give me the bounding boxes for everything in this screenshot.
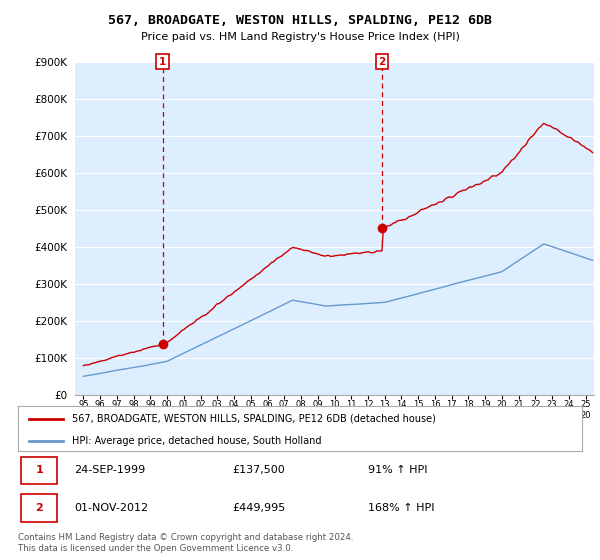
Text: Price paid vs. HM Land Registry's House Price Index (HPI): Price paid vs. HM Land Registry's House … xyxy=(140,32,460,43)
Text: HPI: Average price, detached house, South Holland: HPI: Average price, detached house, Sout… xyxy=(71,436,321,446)
Text: 2: 2 xyxy=(35,503,43,513)
Text: 1: 1 xyxy=(159,57,166,67)
Text: £137,500: £137,500 xyxy=(232,465,285,475)
FancyBboxPatch shape xyxy=(21,494,58,522)
Text: 24-SEP-1999: 24-SEP-1999 xyxy=(74,465,146,475)
Text: £449,995: £449,995 xyxy=(232,503,286,513)
Text: Contains HM Land Registry data © Crown copyright and database right 2024.
This d: Contains HM Land Registry data © Crown c… xyxy=(18,533,353,553)
Text: 168% ↑ HPI: 168% ↑ HPI xyxy=(368,503,434,513)
Text: 01-NOV-2012: 01-NOV-2012 xyxy=(74,503,149,513)
Text: 91% ↑ HPI: 91% ↑ HPI xyxy=(368,465,427,475)
Text: 567, BROADGATE, WESTON HILLS, SPALDING, PE12 6DB: 567, BROADGATE, WESTON HILLS, SPALDING, … xyxy=(108,14,492,27)
Text: 2: 2 xyxy=(379,57,386,67)
Text: 1: 1 xyxy=(35,465,43,475)
Text: 567, BROADGATE, WESTON HILLS, SPALDING, PE12 6DB (detached house): 567, BROADGATE, WESTON HILLS, SPALDING, … xyxy=(71,413,436,423)
FancyBboxPatch shape xyxy=(21,456,58,484)
